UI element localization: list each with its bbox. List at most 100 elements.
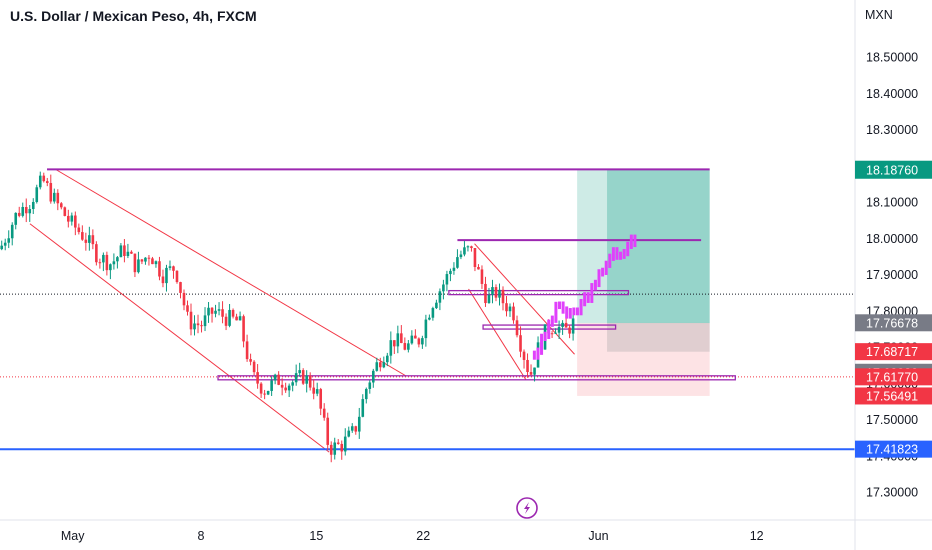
candle-body: [393, 340, 396, 347]
candle-body: [501, 289, 505, 304]
candle-body: [494, 287, 498, 298]
candle-body: [179, 282, 182, 293]
candle-body: [379, 362, 382, 368]
candle-body: [165, 267, 168, 284]
projection-bar: [536, 347, 540, 360]
projection-bar: [611, 247, 615, 261]
candle-body: [77, 227, 81, 233]
candle-body: [24, 206, 28, 214]
candle-body: [196, 323, 200, 326]
candle-body: [112, 261, 116, 265]
candle-body: [491, 287, 494, 295]
candle-body: [291, 382, 294, 386]
candle-body: [10, 224, 14, 239]
price-badge-label: 18.18760: [866, 164, 918, 178]
candle-body: [414, 335, 417, 339]
candle-body: [287, 385, 291, 391]
candle-body: [161, 276, 165, 284]
candle-body: [3, 242, 7, 246]
stop-fill-zone: [607, 322, 710, 352]
candle-body: [294, 373, 298, 383]
candle-body: [88, 235, 91, 243]
projection-bar: [572, 307, 576, 316]
candle-body: [7, 238, 11, 243]
candle-body: [231, 309, 235, 317]
currency-label: MXN: [865, 8, 893, 22]
projection-bar: [615, 247, 619, 260]
candle-body: [95, 244, 98, 263]
candle-body: [396, 333, 400, 347]
x-tick-label: 15: [309, 529, 323, 543]
projection-bar: [532, 350, 536, 360]
candle-body: [14, 212, 18, 225]
projection-bar: [543, 331, 547, 341]
candles: [0, 171, 575, 463]
candle-body: [109, 264, 112, 271]
projection-bar: [619, 251, 623, 260]
candle-body: [168, 266, 172, 268]
candle-body: [487, 294, 491, 304]
x-tick-label: Jun: [588, 529, 608, 543]
x-tick-label: May: [61, 529, 85, 543]
candle-body: [256, 372, 259, 384]
x-tick-label: 22: [416, 529, 430, 543]
price-badge: [855, 343, 932, 361]
candle-body: [102, 254, 105, 263]
projection-bar: [601, 267, 605, 277]
projection-bar: [565, 306, 569, 319]
projection-bar: [593, 279, 597, 291]
projection-bar: [622, 248, 626, 259]
channel-2-lower: [468, 288, 527, 380]
candle-body: [550, 333, 554, 335]
candle-body: [564, 322, 568, 328]
candle-body: [480, 269, 484, 284]
candle-body: [49, 182, 53, 202]
candle-body: [435, 302, 438, 309]
candle-body: [137, 259, 140, 273]
lightning-icon: [516, 497, 538, 519]
candle-body: [417, 338, 421, 345]
candle-body: [140, 259, 144, 262]
candle-body: [336, 442, 340, 444]
candle-body: [277, 374, 280, 385]
candle-body: [326, 417, 330, 445]
candle-body: [466, 246, 470, 248]
candle-body: [322, 408, 326, 418]
candle-body: [463, 247, 466, 255]
candle-body: [126, 251, 130, 256]
projection-bar: [597, 269, 601, 288]
projection-bar: [561, 301, 565, 314]
candle-body: [175, 270, 179, 283]
candle-body: [329, 444, 333, 455]
candle-body: [147, 257, 151, 259]
candle-body: [242, 316, 245, 342]
candle-body: [158, 261, 161, 277]
price-badge-label: 17.61770: [866, 370, 918, 384]
candle-body: [28, 209, 32, 214]
candle-body: [172, 266, 175, 271]
candle-body: [224, 316, 228, 326]
price-badge: [855, 368, 932, 386]
projection-bar: [550, 315, 554, 327]
candle-body: [151, 258, 154, 265]
candle-body: [431, 308, 435, 318]
projection-bar: [568, 308, 572, 319]
candle-body: [421, 338, 424, 345]
candle-body: [452, 267, 456, 271]
candle-body: [389, 340, 393, 356]
position-zones: [577, 169, 710, 396]
channel-2-upper: [474, 243, 575, 355]
price-badge: [855, 161, 932, 179]
candle-body: [407, 343, 410, 350]
candle-body: [84, 239, 88, 243]
candle-body: [498, 289, 501, 298]
y-tick-label: 18.40000: [866, 87, 918, 101]
candle-body: [35, 187, 39, 202]
projection-bar: [547, 319, 551, 339]
candle-body: [119, 245, 123, 258]
candle-body: [308, 375, 312, 388]
candle-body: [203, 315, 207, 327]
candle-body: [470, 246, 473, 249]
projection-bar: [579, 298, 583, 316]
